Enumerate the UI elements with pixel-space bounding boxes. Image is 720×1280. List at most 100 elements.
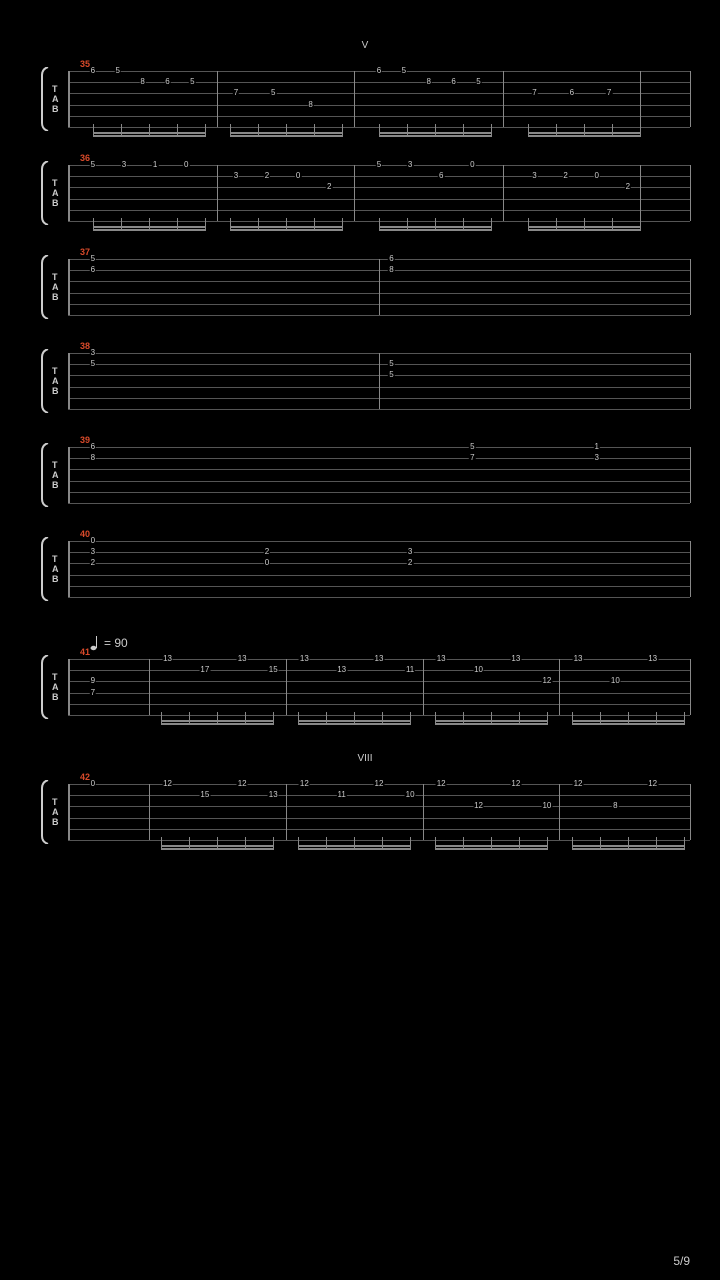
fret-number: 7 bbox=[469, 454, 475, 462]
staff-block: 41TAB97131713151313131113101312131013 bbox=[40, 659, 690, 715]
barline bbox=[640, 165, 641, 221]
barline bbox=[149, 659, 150, 715]
fret-number: 8 bbox=[307, 101, 313, 109]
fret-number: 13 bbox=[162, 655, 173, 663]
fret-number: 12 bbox=[374, 780, 385, 788]
fret-number: 0 bbox=[183, 161, 189, 169]
beam-group bbox=[379, 127, 491, 137]
string-line bbox=[68, 116, 690, 117]
string-line bbox=[68, 693, 690, 694]
fret-number: 3 bbox=[407, 548, 413, 556]
string-line bbox=[68, 409, 690, 410]
fret-number: 13 bbox=[336, 666, 347, 674]
beam-group bbox=[298, 840, 410, 850]
barline bbox=[379, 353, 380, 409]
fret-number: 5 bbox=[90, 255, 96, 263]
string-line bbox=[68, 586, 690, 587]
string-line bbox=[68, 315, 690, 316]
barline bbox=[354, 165, 355, 221]
tab-clef-label: TAB bbox=[50, 541, 68, 597]
fret-number: 0 bbox=[90, 780, 96, 788]
fret-number: 6 bbox=[90, 443, 96, 451]
string-line bbox=[68, 481, 690, 482]
fret-number: 3 bbox=[593, 454, 599, 462]
staff: 012151213121112101212121012812 bbox=[68, 784, 690, 840]
staff: 0322032 bbox=[68, 541, 690, 597]
fret-number: 3 bbox=[233, 172, 239, 180]
barline bbox=[68, 259, 70, 315]
barline bbox=[559, 784, 560, 840]
fret-number: 13 bbox=[237, 655, 248, 663]
barline bbox=[559, 659, 560, 715]
string-line bbox=[68, 105, 690, 106]
tempo-value: = 90 bbox=[104, 636, 128, 650]
string-line bbox=[68, 541, 690, 542]
barline bbox=[640, 71, 641, 127]
fret-number: 12 bbox=[299, 780, 310, 788]
beam-group bbox=[435, 840, 547, 850]
beam-group bbox=[230, 127, 342, 137]
barline bbox=[503, 71, 504, 127]
string-line bbox=[68, 563, 690, 564]
string-line bbox=[68, 670, 690, 671]
fret-number: 13 bbox=[436, 655, 447, 663]
fret-number: 10 bbox=[541, 802, 552, 810]
staff-block: 40TAB0322032 bbox=[40, 541, 690, 597]
fret-number: 5 bbox=[90, 161, 96, 169]
beam-group bbox=[435, 715, 547, 725]
fret-number: 12 bbox=[541, 677, 552, 685]
tab-clef-label: TAB bbox=[50, 259, 68, 315]
fret-number: 6 bbox=[90, 67, 96, 75]
fret-number: 5 bbox=[115, 67, 121, 75]
fret-number: 13 bbox=[268, 791, 279, 799]
fret-number: 5 bbox=[90, 360, 96, 368]
fret-number: 7 bbox=[531, 89, 537, 97]
fret-number: 3 bbox=[90, 349, 96, 357]
fret-number: 15 bbox=[268, 666, 279, 674]
barline bbox=[690, 541, 691, 597]
system-bracket bbox=[40, 259, 50, 315]
fret-number: 6 bbox=[164, 78, 170, 86]
string-line bbox=[68, 704, 690, 705]
measure-number: 37 bbox=[80, 247, 90, 257]
fret-number: 8 bbox=[388, 266, 394, 274]
fret-number: 2 bbox=[264, 548, 270, 556]
barline bbox=[379, 259, 380, 315]
fret-number: 13 bbox=[573, 655, 584, 663]
string-line bbox=[68, 469, 690, 470]
fret-number: 0 bbox=[593, 172, 599, 180]
system-bracket bbox=[40, 71, 50, 127]
fret-number: 6 bbox=[438, 172, 444, 180]
fret-number: 6 bbox=[450, 78, 456, 86]
staff-block: 35TAB6586575865865767 bbox=[40, 71, 690, 127]
fret-number: 0 bbox=[264, 559, 270, 567]
staff: 6586575865865767 bbox=[68, 71, 690, 127]
staff-block: 38TAB3555 bbox=[40, 353, 690, 409]
tab-clef-label: TAB bbox=[50, 165, 68, 221]
string-line bbox=[68, 492, 690, 493]
barline bbox=[423, 659, 424, 715]
barline bbox=[503, 165, 504, 221]
staff-container: TAB685713 bbox=[40, 447, 690, 503]
fret-number: 12 bbox=[473, 802, 484, 810]
beam-group bbox=[161, 715, 273, 725]
tempo-marking: = 90 bbox=[90, 635, 690, 651]
fret-number: 3 bbox=[90, 548, 96, 556]
fret-number: 10 bbox=[473, 666, 484, 674]
fret-number: 8 bbox=[139, 78, 145, 86]
fret-number: 5 bbox=[469, 443, 475, 451]
fret-number: 2 bbox=[90, 559, 96, 567]
staff: 97131713151313131113101312131013 bbox=[68, 659, 690, 715]
fret-number: 12 bbox=[573, 780, 584, 788]
fret-number: 13 bbox=[299, 655, 310, 663]
tab-clef-label: TAB bbox=[50, 447, 68, 503]
measure-number: 36 bbox=[80, 153, 90, 163]
fret-number: 11 bbox=[337, 791, 347, 799]
fret-number: 12 bbox=[162, 780, 173, 788]
fret-number: 5 bbox=[376, 161, 382, 169]
measure-number: 35 bbox=[80, 59, 90, 69]
barline bbox=[149, 784, 150, 840]
staff-container: TAB3555 bbox=[40, 353, 690, 409]
barline bbox=[68, 71, 70, 127]
string-line bbox=[68, 552, 690, 553]
